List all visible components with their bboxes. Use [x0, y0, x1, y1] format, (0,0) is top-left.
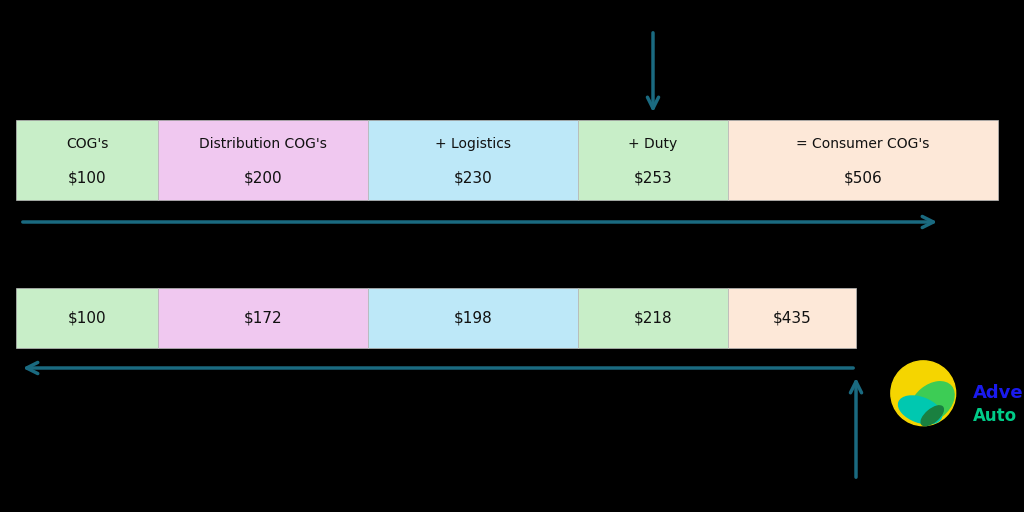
Bar — [16, 288, 158, 348]
Ellipse shape — [922, 406, 943, 425]
Text: $435: $435 — [773, 310, 811, 326]
Text: $218: $218 — [634, 310, 673, 326]
Text: + Duty: + Duty — [629, 137, 678, 151]
Bar — [158, 120, 368, 200]
Text: + Logistics: + Logistics — [435, 137, 511, 151]
Ellipse shape — [898, 396, 942, 424]
Text: $230: $230 — [454, 170, 493, 185]
Bar — [578, 120, 728, 200]
Text: $200: $200 — [244, 170, 283, 185]
Bar — [368, 288, 578, 348]
Circle shape — [891, 361, 955, 425]
Text: COG's: COG's — [66, 137, 109, 151]
Ellipse shape — [910, 382, 954, 423]
Text: $100: $100 — [68, 310, 106, 326]
Bar — [16, 120, 158, 200]
Text: Distribution COG's: Distribution COG's — [199, 137, 327, 151]
Text: $253: $253 — [634, 170, 673, 185]
Text: $172: $172 — [244, 310, 283, 326]
Bar — [158, 288, 368, 348]
Bar — [368, 120, 578, 200]
Text: = Consumer COG's: = Consumer COG's — [797, 137, 930, 151]
Text: Auto: Auto — [973, 407, 1017, 425]
Bar — [728, 120, 998, 200]
Text: $198: $198 — [454, 310, 493, 326]
Text: $506: $506 — [844, 170, 883, 185]
Text: $100: $100 — [68, 170, 106, 185]
Bar — [728, 288, 856, 348]
Bar — [578, 288, 728, 348]
Text: Advent: Advent — [973, 384, 1024, 402]
